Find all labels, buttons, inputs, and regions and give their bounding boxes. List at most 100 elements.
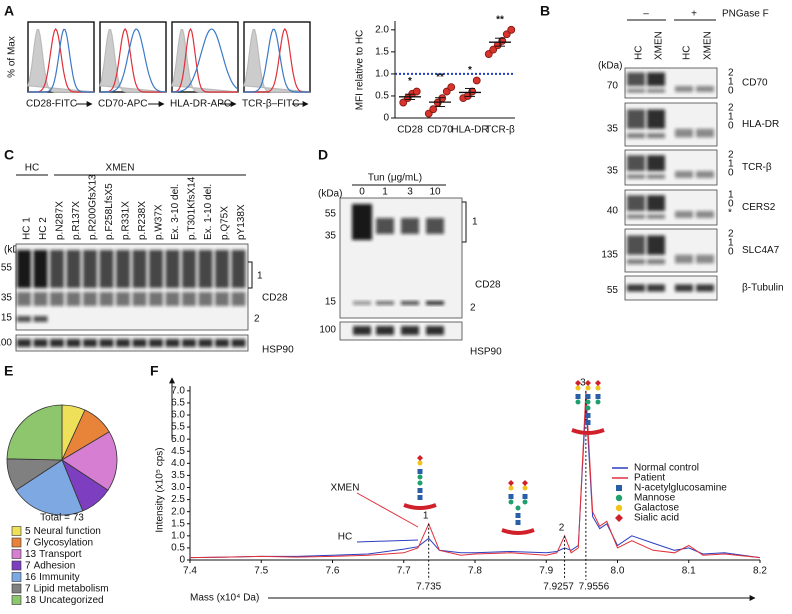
group-label: XMEN <box>106 163 135 174</box>
x-tick-label: 7.5 <box>254 566 268 577</box>
glycan-icon <box>522 485 528 491</box>
spectrum-line <box>189 390 761 559</box>
blot-band <box>165 250 180 288</box>
glycan-icon <box>508 485 514 491</box>
protein-label: HSP90 <box>470 347 502 358</box>
bracket <box>248 261 253 289</box>
lane-label: XMEN <box>703 31 714 60</box>
blot-band <box>33 316 48 322</box>
kda-label: (kDa) <box>598 61 622 72</box>
total-label: Total = 73 <box>40 513 84 524</box>
lane-label: p.F258LfsX5 <box>104 183 115 240</box>
legend-label: N-acetylglucosamine <box>634 483 727 494</box>
legend-label: 5 Neural function <box>25 526 101 537</box>
blot-band <box>182 250 196 288</box>
peak-label: 3 <box>580 377 586 388</box>
blot-band <box>66 250 81 288</box>
legend-label: Sialic acid <box>634 513 679 524</box>
blot-band <box>17 292 31 306</box>
legend-label: 7 Adhesion <box>25 560 75 571</box>
blot-band <box>401 326 419 335</box>
legend-symbol <box>615 494 623 502</box>
glycan-icon <box>575 380 581 386</box>
blot-band <box>33 339 48 347</box>
blot-band <box>132 292 147 306</box>
y-tick-label: 1.0 <box>171 530 185 541</box>
blot-band <box>627 174 645 179</box>
data-point <box>447 83 456 92</box>
y-tick-label: 0.5 <box>375 91 389 102</box>
glycan-icon <box>515 520 521 525</box>
x-axis-title: Mass (x10⁴ Da) <box>190 593 259 604</box>
annotation: HC <box>338 532 352 543</box>
blot-band <box>83 339 97 347</box>
bracket <box>462 201 467 243</box>
glycan-icon <box>585 413 591 418</box>
glycan-icon <box>417 488 423 493</box>
blot-band <box>675 254 693 264</box>
legend-swatch <box>11 526 22 536</box>
x-axis-title: CD70-APC <box>98 99 147 110</box>
blot-band <box>647 89 665 93</box>
x-tick-label: 7.8 <box>468 566 482 577</box>
y-axis-title: Intensity (x10⁵ cps) <box>155 447 166 532</box>
y-tick-label: 3.5 <box>171 470 185 481</box>
kda-tick: 100 <box>319 325 336 336</box>
glycan-icon <box>575 394 581 399</box>
error-bar <box>465 87 475 97</box>
blot-band <box>627 72 645 86</box>
condition-label: – <box>643 9 649 20</box>
blot-band <box>696 284 714 292</box>
blot-band <box>165 339 180 347</box>
lane-label: HC <box>682 46 693 60</box>
marker-label: 7.9556 <box>579 582 610 593</box>
legend-label: 13 Transport <box>25 549 82 560</box>
protein-label: HSP90 <box>262 345 294 356</box>
legend-symbol <box>615 504 623 512</box>
axis-line <box>394 21 515 119</box>
lane-label: p.R137X <box>71 201 82 240</box>
glycan-icon <box>508 499 514 505</box>
band-label: 1 <box>728 112 734 123</box>
blot-band <box>66 292 81 306</box>
protein-label: SLC4A7 <box>742 245 780 256</box>
error-bar <box>495 37 505 47</box>
x-tick-label: 8.1 <box>682 566 696 577</box>
legend-swatch <box>11 537 22 548</box>
legend-category: Glycosylation <box>34 537 93 548</box>
significance: ** <box>496 14 504 25</box>
blot-band <box>647 235 665 255</box>
band-label: 0 <box>728 168 734 179</box>
blot-band <box>50 292 64 306</box>
glycan-icon <box>585 385 591 391</box>
legend-swatch <box>11 549 22 559</box>
blot-band <box>99 292 114 306</box>
legend-swatch <box>11 583 22 594</box>
blot-band <box>50 250 64 288</box>
error-bar <box>435 97 445 108</box>
kda-tick: 70 <box>607 81 619 92</box>
blot-band <box>627 155 645 171</box>
legend-category: Lipid metabolism <box>34 583 109 594</box>
legend-value: 7 <box>25 537 31 548</box>
blot-band <box>215 292 229 306</box>
blot-band <box>376 326 394 335</box>
blot-band <box>116 339 130 347</box>
condition-label: + <box>691 9 697 20</box>
protein-label: β-Tubulin <box>742 283 784 294</box>
blot-band <box>215 339 229 347</box>
y-tick-label: 2.0 <box>375 24 389 35</box>
blot-band <box>401 301 419 305</box>
band-label: 1 <box>728 238 734 249</box>
band-label: 2 <box>728 229 734 240</box>
x-tick-label: 7.4 <box>183 566 197 577</box>
blot-band <box>696 254 714 264</box>
peak-label: 2 <box>559 522 565 533</box>
legend-value: 7 <box>25 583 31 594</box>
glycan-icon <box>585 420 591 425</box>
legend-label: 18 Uncategorized <box>25 595 104 606</box>
band-label: 2 <box>728 68 734 79</box>
kda-tick: 15 <box>325 297 337 308</box>
significance: * <box>408 76 412 87</box>
significance: * <box>468 65 472 76</box>
